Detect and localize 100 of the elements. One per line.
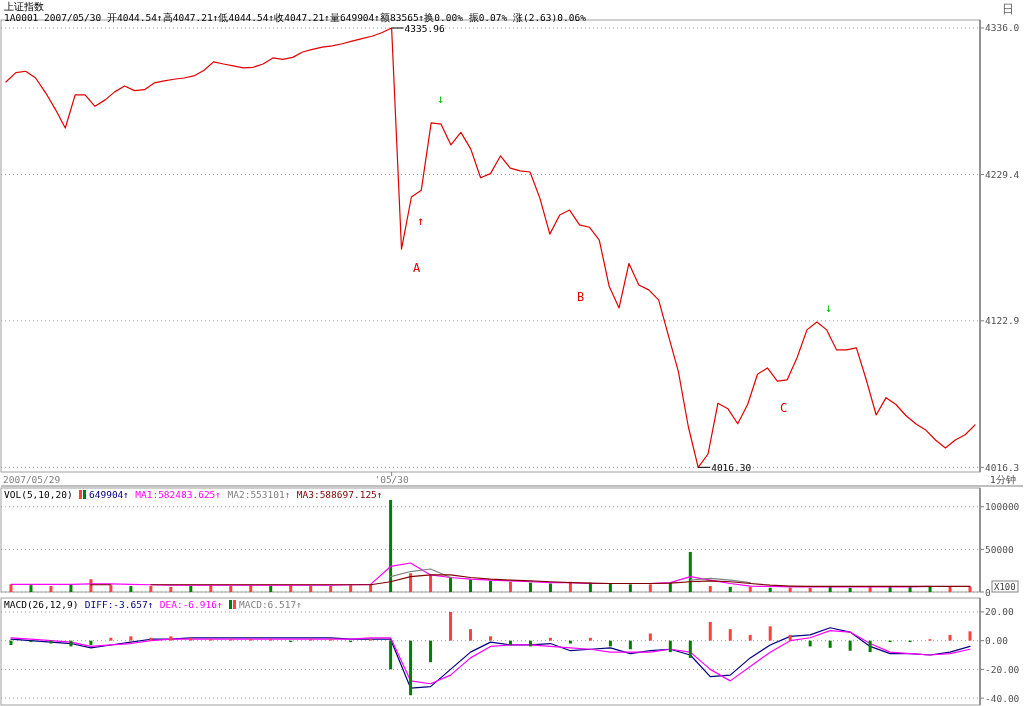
annotation: C [780,401,788,415]
bar [329,586,333,592]
bar [728,629,732,641]
bar [169,636,173,641]
bar [229,586,233,592]
bar [269,586,273,592]
bar [409,573,413,592]
bar [808,587,812,592]
y-tick-label: 50000 [985,543,1014,555]
y-tick-label: 4016.3 [985,461,1020,473]
bar [968,586,972,592]
bar [9,584,13,592]
bar [748,586,752,592]
bar [728,586,732,592]
chart-title: MACD(26,12,9) [4,599,79,610]
bar [189,586,193,592]
bar [688,640,692,658]
bar [389,640,393,670]
y-tick-label: 4122.9 [985,315,1020,327]
bar [848,587,852,592]
y-tick-label: 20.00 [985,606,1014,618]
bar [409,640,413,696]
bar [948,586,952,592]
text: MA2:553101↑ [227,489,291,500]
bar [129,586,133,592]
bar [568,640,572,644]
bar [109,585,113,592]
bar [688,551,692,592]
bar [948,634,952,641]
chart-title: 上证指数 [4,1,44,12]
bar [149,586,153,592]
bar [9,640,13,645]
bar [29,585,33,592]
bar [129,636,133,641]
bar [349,585,353,592]
bar [628,584,632,592]
text: MA1:582483.625↑ [135,489,222,500]
x-axis-title: 1分钟 [990,474,1016,485]
text: DIFF:-3.657↑ [84,599,154,610]
bar [548,583,552,592]
bar [528,582,532,592]
bar [508,640,512,645]
bar [628,640,632,650]
bar [508,581,512,592]
text: 2007/05/29 [3,474,61,485]
bar [648,584,652,592]
bar [49,586,53,592]
bar [828,640,832,648]
bar [968,631,972,641]
legend-label: MACD:6.517↑ [239,599,302,610]
bar [469,579,473,592]
bar [89,640,93,645]
bar [768,626,772,641]
bar [788,634,792,641]
bar [588,637,592,641]
bar [768,587,772,592]
bar [389,499,393,592]
bar [788,587,792,592]
annotation: A [413,261,421,275]
bar [928,586,932,592]
y-tick-label: -20.00 [985,663,1020,675]
data-label: 4335.96 [404,22,445,34]
bar [648,633,652,641]
data-label: 4016.30 [711,461,752,473]
bar [548,637,552,641]
text: MA3:588697.125↑ [296,489,383,500]
bar [748,634,752,641]
bar [429,574,433,592]
bar [489,580,492,592]
y-tick-label: -40.00 [985,692,1020,704]
bar [489,636,492,641]
bar [169,586,173,592]
y-axis-title: X100 [994,582,1016,592]
bar [708,586,712,592]
annotation: ↑ [417,214,425,228]
bar [469,629,473,641]
annotation: ↓ [437,92,445,106]
y-tick-label: 4336.0 [985,22,1020,34]
chart-title: VOL(5,10,20) [4,489,73,500]
bar [449,611,453,641]
bar [189,637,193,641]
text: 日 [1002,2,1014,16]
bar [429,640,433,663]
x-tick-label: '05/30 [374,474,410,485]
bar [848,640,852,651]
text: DEA:-6.916↑ [159,599,223,610]
bar [49,640,53,644]
bar [309,586,313,592]
y-tick-label: 0.00 [985,635,1009,647]
bar [668,640,672,653]
annotation: ↓ [825,301,833,315]
y-tick-label: 0 [985,586,991,598]
bar [868,640,872,653]
bar [149,637,153,641]
annotation: B [577,290,585,304]
chart-subtitle: 1A0001 2007/05/30 开4044.54↑高4047.21↑低4044.54↑收4047.21↑量649904↑额83565↑换0.00% 振0.07% 涨(2.63)0.06% [4,12,587,23]
legend-label: 649904↑ [89,489,130,500]
bar [109,637,113,641]
bar [708,621,712,641]
bar [449,577,453,592]
